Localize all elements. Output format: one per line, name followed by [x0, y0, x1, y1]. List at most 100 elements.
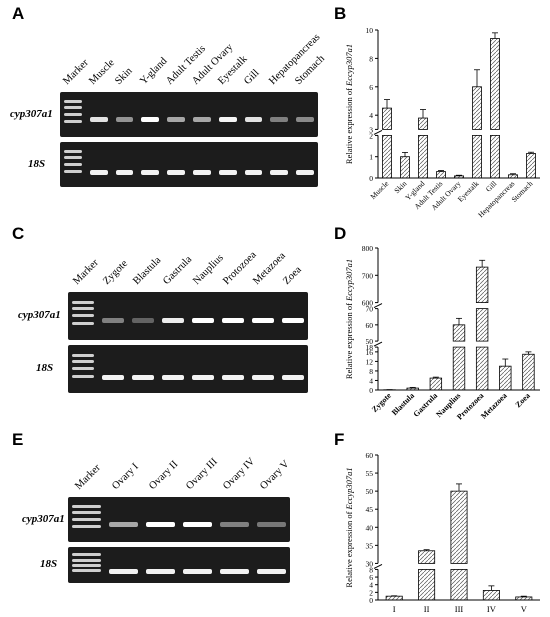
cyp307a1-band — [252, 318, 274, 324]
bar — [418, 134, 428, 179]
bar — [515, 596, 533, 601]
bar — [382, 107, 392, 130]
bar — [526, 153, 536, 179]
18s-band — [132, 374, 154, 380]
bar — [475, 266, 489, 303]
x-category-label: I — [393, 604, 396, 614]
gel-e-cyp307a1 — [68, 497, 290, 542]
panel-letter-f: F — [334, 430, 345, 449]
gel-e-18s — [68, 547, 290, 583]
cyp307a1-band — [222, 318, 244, 324]
marker-band — [72, 524, 101, 528]
y-tick-label: 50 — [366, 487, 374, 496]
y-axis-label: Relative expression of Eccyp307a1 — [344, 259, 354, 379]
axis-break — [373, 303, 383, 309]
18s-band — [192, 374, 214, 380]
18s-band — [115, 169, 134, 175]
cyp307a1-band — [257, 521, 286, 527]
row-label-18s: 18S — [28, 157, 46, 170]
y-tick-label: 70 — [366, 305, 374, 314]
18s-band — [109, 569, 138, 575]
bar — [450, 569, 468, 601]
bar — [508, 174, 518, 179]
bar — [454, 175, 464, 179]
bar — [429, 377, 443, 391]
cyp307a1-band — [102, 318, 124, 324]
18s-band — [244, 169, 263, 175]
18s-band — [270, 169, 289, 175]
row-label-cyp307a1: cyp307a1 — [18, 309, 61, 321]
bar — [472, 134, 482, 179]
bar — [418, 550, 436, 564]
gel-a-cyp307a1 — [60, 92, 318, 137]
y-tick-label: 8 — [369, 367, 373, 376]
y-tick-label: 16 — [366, 348, 374, 357]
row-label-cyp307a1: cyp307a1 — [22, 512, 65, 525]
row-label-18s: 18S — [36, 362, 54, 374]
bar — [490, 38, 500, 130]
marker-band — [72, 360, 94, 364]
y-tick-label: 6 — [369, 83, 373, 92]
marker-band — [64, 162, 82, 166]
y-tick-label: 35 — [366, 541, 374, 550]
bar — [475, 346, 489, 391]
axis-break — [373, 563, 383, 569]
y-tick-label: 45 — [366, 505, 374, 514]
18s-band — [89, 169, 108, 175]
marker-band — [64, 112, 82, 116]
bar — [418, 117, 428, 130]
18s-band — [162, 374, 184, 380]
18s-band — [167, 169, 185, 175]
bar — [472, 86, 482, 130]
bar — [450, 490, 468, 564]
y-axis-label: Relative expression of Eccyp307a1 — [344, 467, 354, 587]
gel-c-cyp307a1 — [68, 292, 308, 340]
bar — [522, 353, 535, 391]
bar — [452, 346, 466, 391]
y-tick-label: 700 — [362, 271, 374, 280]
panel-letter-b: B — [334, 4, 347, 23]
x-category-label: V — [521, 604, 528, 614]
cyp307a1-band — [218, 116, 237, 122]
panel-letter-d: D — [334, 224, 347, 243]
marker-band — [64, 119, 82, 123]
marker-band — [64, 106, 82, 110]
bar — [452, 324, 466, 342]
y-tick-label: 2 — [369, 131, 373, 140]
y-tick-label: 800 — [362, 244, 374, 253]
cyp307a1-band — [296, 116, 314, 122]
x-category-label: II — [424, 604, 430, 614]
panel-letter-c: C — [12, 224, 25, 243]
18s-band — [282, 374, 304, 380]
18s-band — [257, 569, 286, 575]
y-tick-label: 8 — [369, 54, 373, 63]
marker-band — [72, 367, 94, 371]
y-tick-label: 8 — [369, 565, 373, 574]
cyp307a1-band — [192, 318, 214, 324]
cyp307a1-band — [109, 521, 138, 527]
18s-band — [102, 374, 124, 380]
y-tick-label: 30 — [366, 559, 374, 568]
gel-a-18s — [60, 142, 318, 187]
cyp307a1-band — [115, 116, 134, 122]
x-category-label: Gill — [484, 179, 499, 194]
marker-band — [72, 517, 101, 521]
y-tick-label: 600 — [362, 299, 374, 308]
cyp307a1-band — [183, 521, 212, 527]
18s-band — [252, 374, 274, 380]
gel-c-18s — [68, 345, 308, 393]
cyp307a1-band — [89, 116, 108, 122]
y-tick-label: 55 — [366, 469, 374, 478]
y-tick-label: 18 — [366, 343, 374, 352]
row-label-cyp307a1: cyp307a1 — [10, 107, 53, 120]
marker-band — [72, 563, 101, 567]
y-tick-label: 4 — [369, 581, 373, 590]
x-category-label: IV — [487, 604, 497, 614]
y-tick-label: 50 — [366, 337, 374, 346]
cyp307a1-band — [270, 116, 289, 122]
y-tick-label: 4 — [369, 376, 373, 385]
18s-band — [193, 169, 211, 175]
marker-band — [72, 321, 94, 325]
cyp307a1-band — [162, 318, 184, 324]
